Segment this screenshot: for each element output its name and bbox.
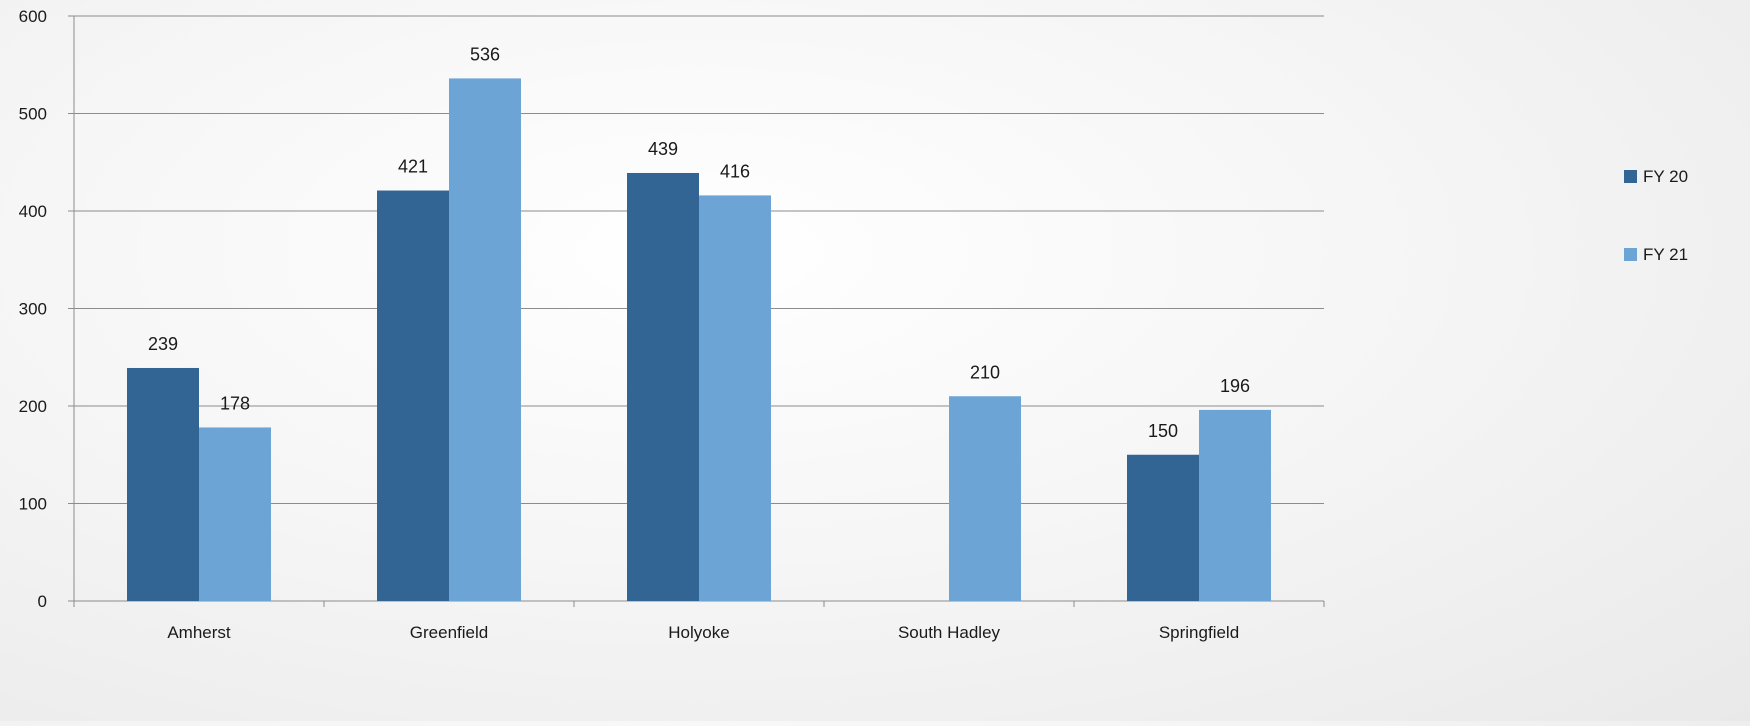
bar-fy-20 [1127,454,1199,601]
data-label: 178 [220,393,250,413]
data-label: 150 [1148,421,1178,441]
legend: FY 20 FY 21 [1624,167,1688,264]
legend-swatch [1624,248,1637,261]
bar-fy-21 [199,427,271,601]
category-label: Amherst [167,623,231,642]
data-label: 421 [398,157,428,177]
bar-fy-20 [127,367,199,601]
bar-fy-20 [377,190,449,601]
y-tick-label: 400 [19,202,47,221]
data-label: 416 [720,161,750,181]
y-tick-label: 600 [19,7,47,26]
y-tick-label: 200 [19,397,47,416]
data-label: 196 [1220,376,1250,396]
axes: 0 100 200 300 400 500 600 Amherst Greenfield Holy… [19,7,1325,642]
y-tick-label: 500 [19,105,47,124]
data-label: 210 [970,362,1000,382]
legend-label: FY 20 [1643,167,1688,186]
category-label: Holyoke [668,623,729,642]
bar-fy-20 [627,172,699,601]
y-tick-label: 100 [19,495,47,514]
bar-fy-21 [1199,409,1271,601]
category-label: Springfield [1159,623,1239,642]
y-tick-label: 300 [19,300,47,319]
data-label: 439 [648,139,678,159]
data-label: 536 [470,44,500,64]
category-label: Greenfield [410,623,488,642]
bar-fy-21 [449,78,521,601]
data-labels: 239 178 421 536 439 416 210 150 196 [148,44,1250,440]
bars [127,78,1271,601]
category-label: South Hadley [898,623,1001,642]
data-label: 239 [148,334,178,354]
legend-swatch [1624,170,1637,183]
bar-fy-21 [949,396,1021,601]
legend-label: FY 21 [1643,245,1688,264]
y-tick-label: 0 [38,592,47,611]
bar-fy-21 [699,195,771,601]
